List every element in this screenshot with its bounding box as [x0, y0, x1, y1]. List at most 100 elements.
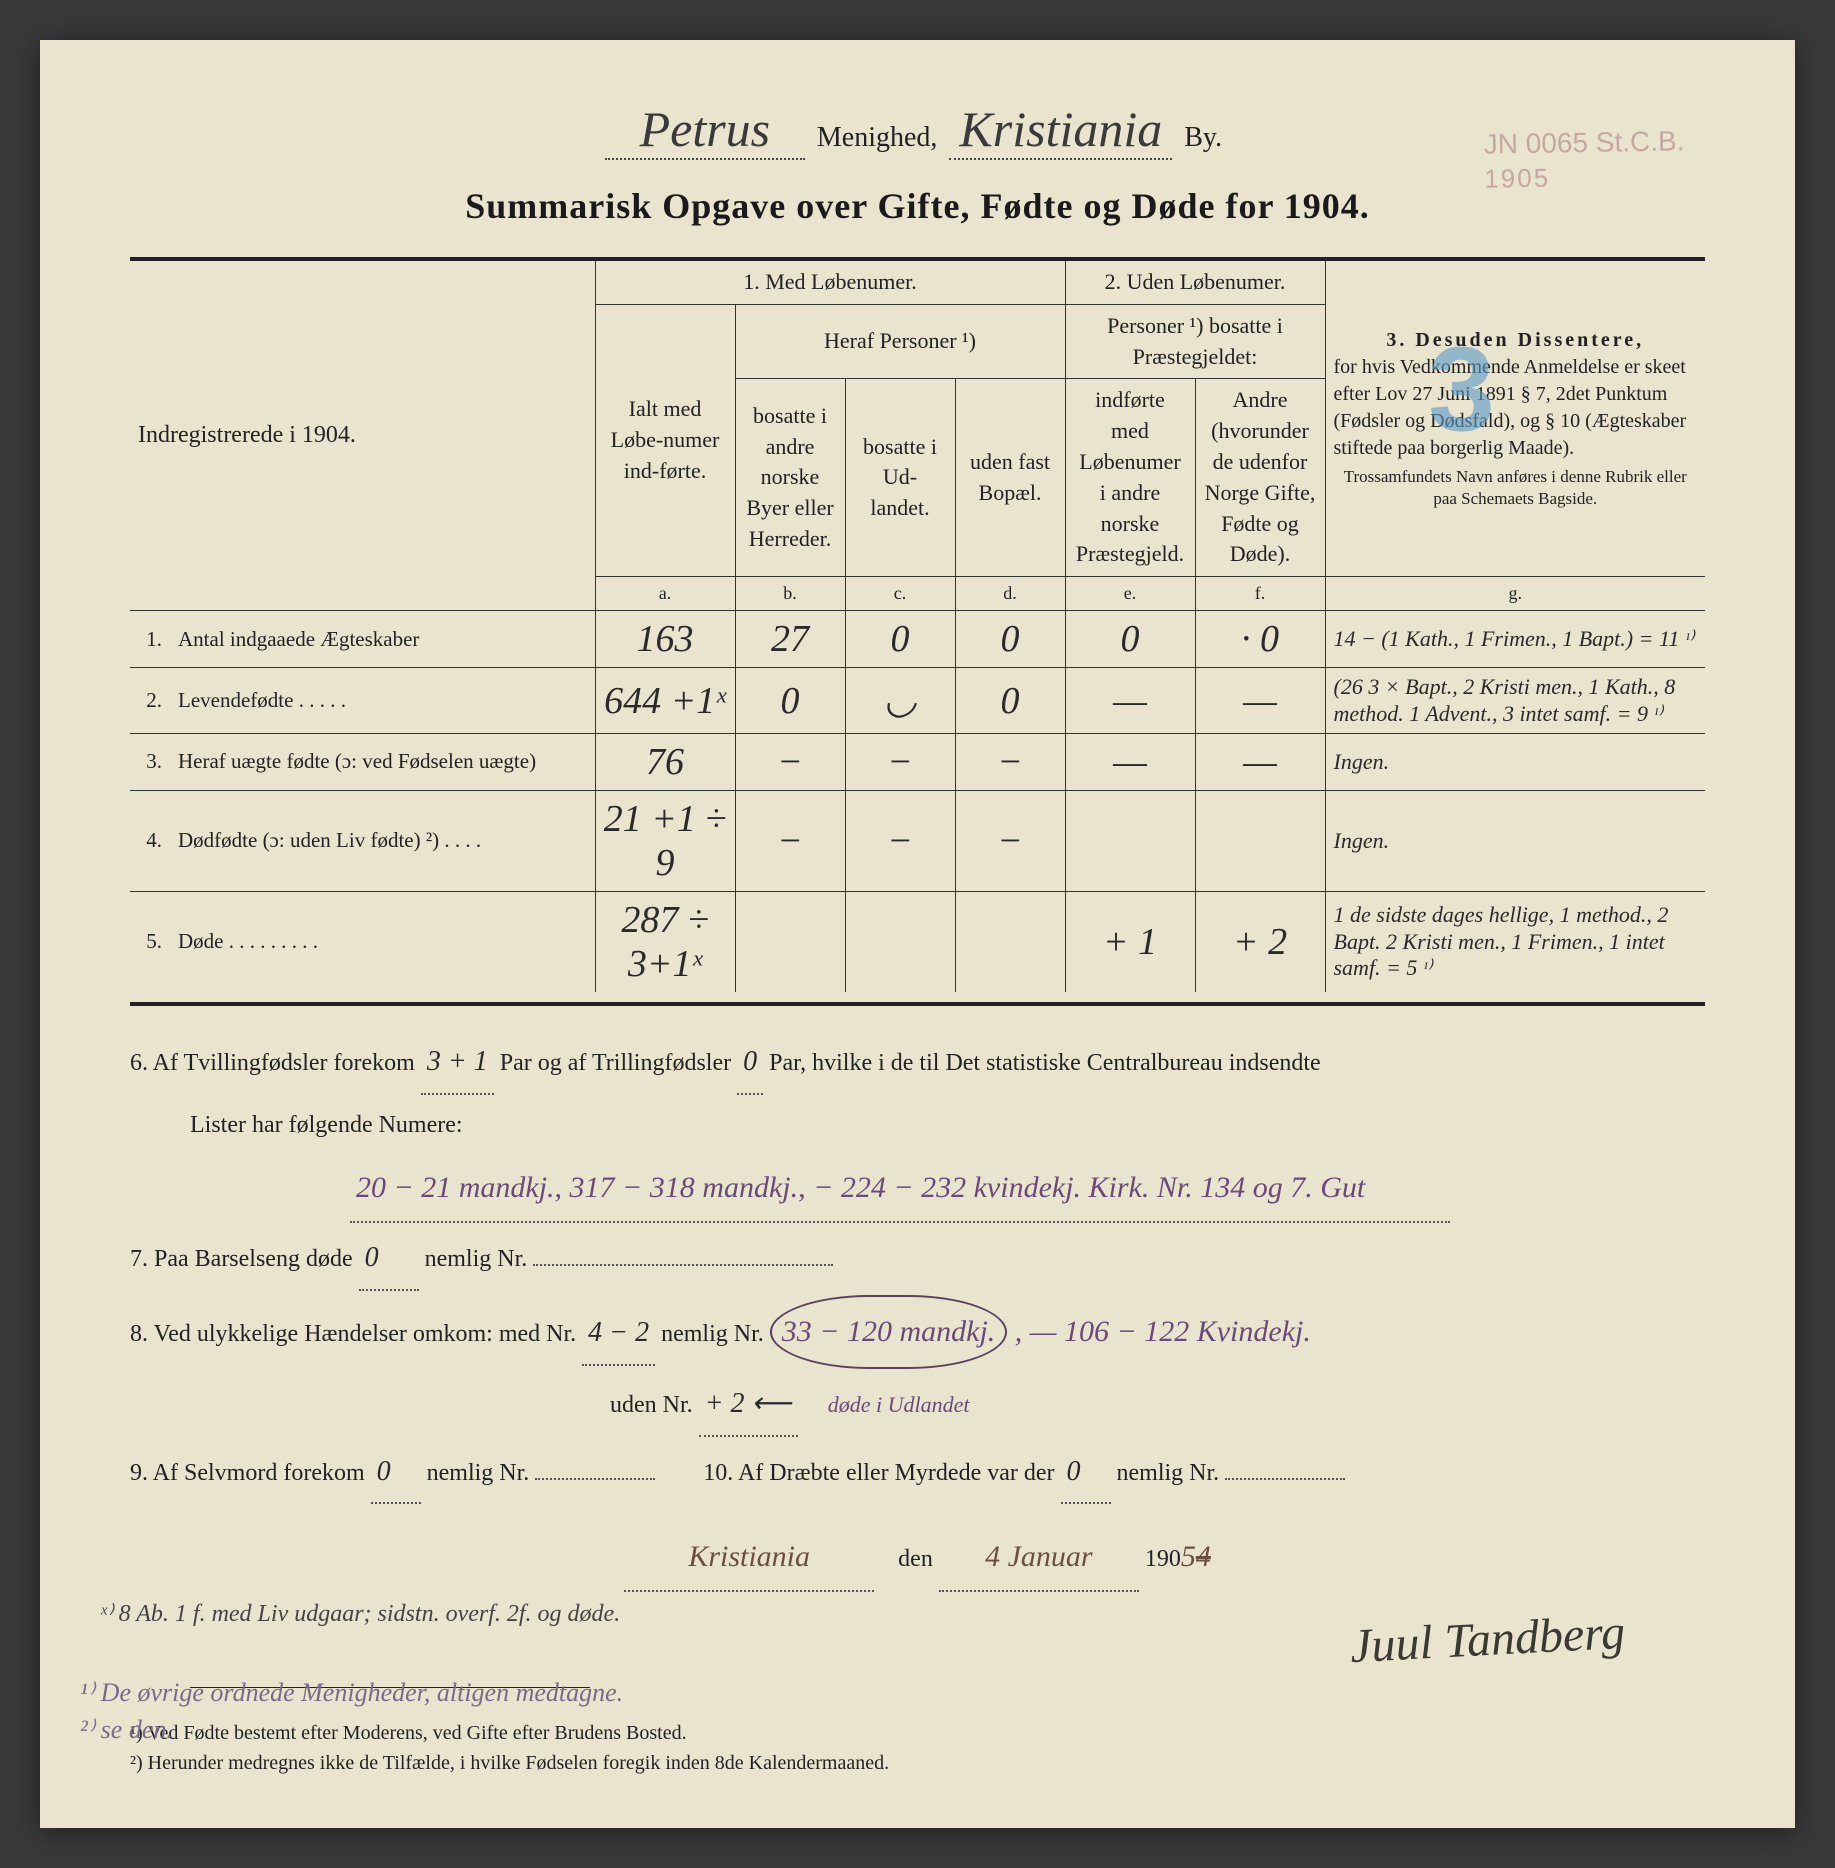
col-indreg: Indregistrerede i 1904. [130, 261, 595, 611]
table-row: 5.Døde . . . . . . . . .287 ÷ 3+1ˣ + 1+ 2… [130, 891, 1705, 992]
cell-d [955, 891, 1065, 992]
cell-g: (26 3 × Bapt., 2 Kristi men., 1 Kath., 8… [1325, 668, 1705, 734]
row-number: 2. [130, 668, 170, 734]
line-6b: Lister har følgende Numere: [130, 1099, 1705, 1152]
cell-d: 0 [955, 611, 1065, 668]
signature: Juul Tandberg [1349, 1605, 1627, 1674]
accident-count: 4 − 2 [582, 1302, 655, 1366]
line-9-10: 9. Af Selvmord forekom 0 nemlig Nr. 10. … [130, 1441, 1705, 1505]
col-sec2-sub: Personer ¹) bosatte i Præstegjeldet: [1065, 304, 1325, 379]
row-number: 4. [130, 790, 170, 891]
cell-b: − [735, 733, 845, 790]
cell-e: — [1065, 668, 1195, 734]
archive-stamp: JN 0065 St.C.B. 1905 [1484, 123, 1686, 197]
row-number: 3. [130, 733, 170, 790]
twin-count: 3 + 1 [421, 1031, 494, 1095]
triplet-count: 0 [737, 1031, 763, 1095]
cell-c: ◡ [845, 668, 955, 734]
cell-c: − [845, 790, 955, 891]
row-label: Dødfødte (ɔ: uden Liv fødte) ²) . . . . [170, 790, 595, 891]
label-menighed: Menighed, [817, 122, 938, 153]
stamp-line2: 1905 [1484, 160, 1685, 197]
col-sec1: 1. Med Løbenumer. [595, 261, 1065, 304]
letter-d: d. [955, 577, 1065, 611]
cell-a: 163 [595, 611, 735, 668]
pencil-annotation: 3 [1428, 320, 1495, 458]
line-8-sub: uden Nr. + 2 ⟵ døde i Udlandet [130, 1373, 1705, 1437]
lower-section: 6. Af Tvillingfødsler forekom 3 + 1 Par … [130, 1031, 1705, 1592]
letter-e: e. [1065, 577, 1195, 611]
line-6: 6. Af Tvillingfødsler forekom 3 + 1 Par … [130, 1031, 1705, 1095]
cell-b: 27 [735, 611, 845, 668]
cell-c: − [845, 733, 955, 790]
row-number: 5. [130, 891, 170, 992]
margin-note-mid: ˣ⁾ 8 Ab. 1 f. med Liv udgaar; sidstn. ov… [100, 1599, 620, 1628]
accident-circled: 33 − 120 mandkj. [770, 1315, 1015, 1348]
letter-b: b. [735, 577, 845, 611]
cell-d: − [955, 733, 1065, 790]
cell-g: 1 de sidste dages hellige, 1 method., 2 … [1325, 891, 1705, 992]
cell-g: 14 − (1 Kath., 1 Frimen., 1 Bapt.) = 11 … [1325, 611, 1705, 668]
cell-c: 0 [845, 611, 955, 668]
cell-a: 21 +1 ÷ 9 [595, 790, 735, 891]
cell-f: — [1195, 668, 1325, 734]
col-e-label: indførte med Løbenumer i andre norske Pr… [1065, 379, 1195, 577]
stamp-line1: JN 0065 St.C.B. [1484, 123, 1685, 163]
table-body: 1.Antal indgaaede Ægteskaber16327000· 01… [130, 611, 1705, 992]
cell-b: − [735, 790, 845, 891]
cell-f: — [1195, 733, 1325, 790]
col-sec2: 2. Uden Løbenumer. [1065, 261, 1325, 304]
margin-note-left: ¹⁾ De øvrige ordnede Menigheder, altigen… [80, 1675, 623, 1748]
suicide-count: 0 [371, 1441, 421, 1505]
cell-b: 0 [735, 668, 845, 734]
row-label: Døde . . . . . . . . . [170, 891, 595, 992]
row-label: Levendefødte . . . . . [170, 668, 595, 734]
cell-g: Ingen. [1325, 733, 1705, 790]
row-label: Heraf uægte fødte (ɔ: ved Fødselen uægte… [170, 733, 595, 790]
col-b-label: bosatte i andre norske Byer eller Herred… [735, 379, 845, 577]
line-7: 7. Paa Barselseng døde 0 nemlig Nr. [130, 1227, 1705, 1291]
row-number: 1. [130, 611, 170, 668]
table-row: 2.Levendefødte . . . . .644 +1ˣ0◡0——(26 … [130, 668, 1705, 734]
letter-a: a. [595, 577, 735, 611]
cell-a: 287 ÷ 3+1ˣ [595, 891, 735, 992]
col-heraf: Heraf Personer ¹) [735, 304, 1065, 379]
cell-e [1065, 790, 1195, 891]
cell-d: 0 [955, 668, 1065, 734]
line-6-nums: 20 − 21 mandkj., 317 − 318 mandkj., − 22… [130, 1155, 1705, 1223]
cell-a: 76 [595, 733, 735, 790]
main-title: Summarisk Opgave over Gifte, Fødte og Dø… [130, 185, 1705, 227]
cell-e: + 1 [1065, 891, 1195, 992]
date-day: 4 Januar [939, 1524, 1139, 1592]
barsel-count: 0 [359, 1227, 419, 1291]
col-c-label: bosatte i Ud-landet. [845, 379, 955, 577]
footnote-2: ²) Herunder medregnes ikke de Tilfælde, … [130, 1748, 1705, 1778]
col-d-label: uden fast Bopæl. [955, 379, 1065, 577]
cell-f: + 2 [1195, 891, 1325, 992]
row-label: Antal indgaaede Ægteskaber [170, 611, 595, 668]
letter-f: f. [1195, 577, 1325, 611]
date-place: Kristiania [624, 1524, 874, 1592]
table-row: 1.Antal indgaaede Ægteskaber16327000· 01… [130, 611, 1705, 668]
cell-d: − [955, 790, 1065, 891]
label-by: By. [1184, 122, 1222, 153]
cell-g: Ingen. [1325, 790, 1705, 891]
document-page: JN 0065 St.C.B. 1905 3 Petrus Menighed, … [40, 40, 1795, 1828]
line-8: 8. Ved ulykkelige Hændelser omkom: med N… [130, 1295, 1705, 1369]
letter-c: c. [845, 577, 955, 611]
cell-b [735, 891, 845, 992]
murdered-count: 0 [1061, 1441, 1111, 1505]
cell-f: · 0 [1195, 611, 1325, 668]
col-f-label: Andre (hvorunder de udenfor Norge Gifte,… [1195, 379, 1325, 577]
rule-mid [130, 1002, 1705, 1006]
table-row: 4.Dødfødte (ɔ: uden Liv fødte) ²) . . . … [130, 790, 1705, 891]
col-sec3: 3. Desuden Dissentere, for hvis Vedkomme… [1325, 261, 1705, 577]
parish-name: Petrus [605, 100, 805, 160]
date-line: Kristiania den 4 Januar 19054 [130, 1524, 1705, 1592]
cell-f [1195, 790, 1325, 891]
table-row: 3.Heraf uægte fødte (ɔ: ved Fødselen uæg… [130, 733, 1705, 790]
col-a-label: Ialt med Løbe-numer ind-førte. [595, 304, 735, 576]
cell-c [845, 891, 955, 992]
header-line: Petrus Menighed, Kristiania By. [130, 100, 1705, 160]
cell-e: 0 [1065, 611, 1195, 668]
